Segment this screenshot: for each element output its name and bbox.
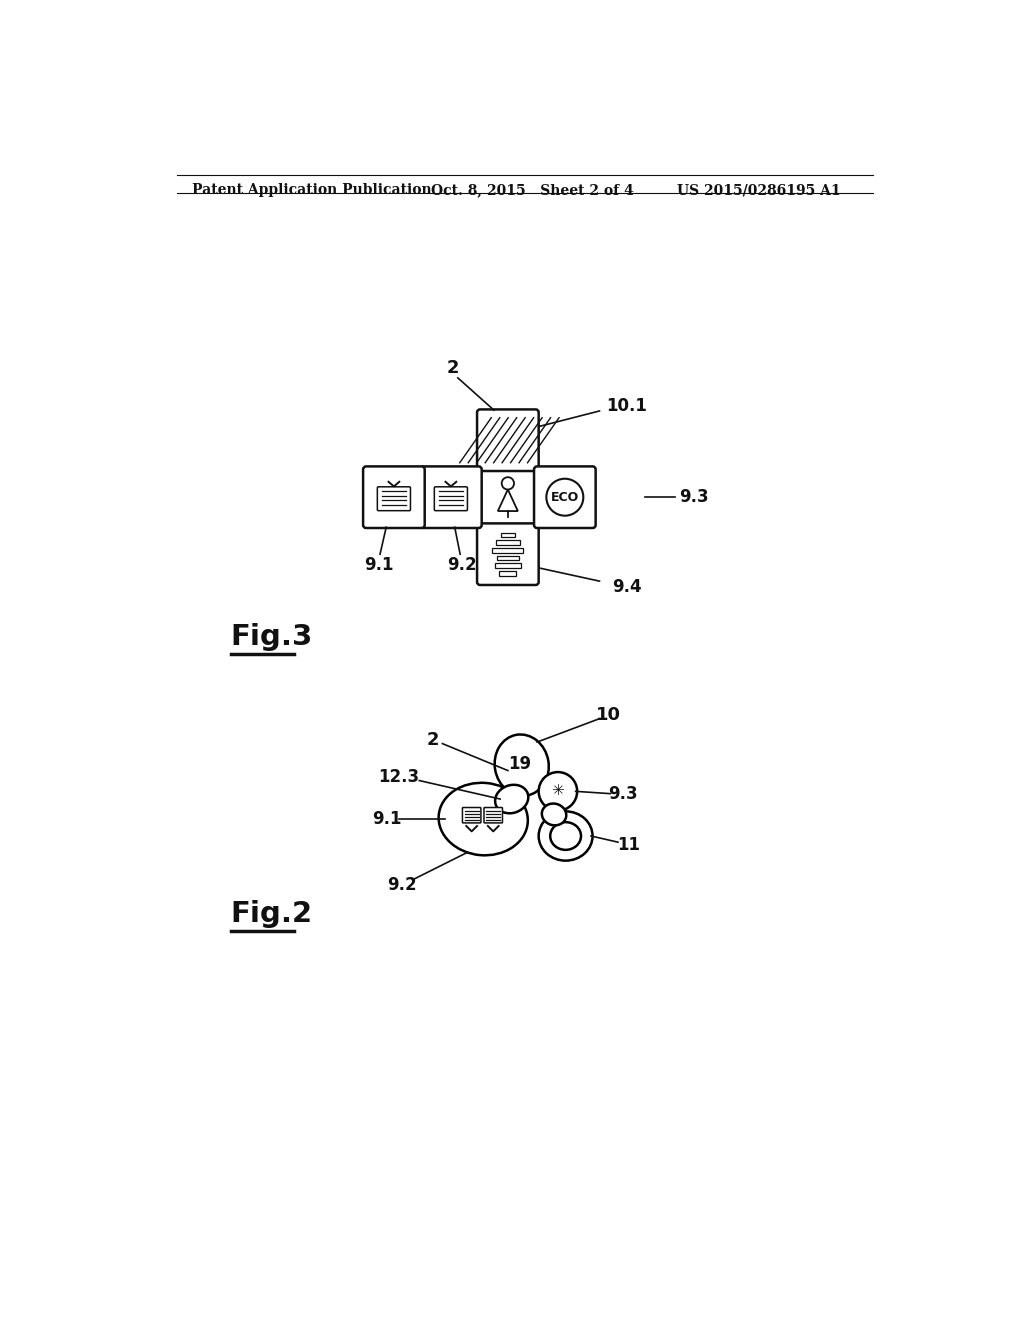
- Text: 9.1: 9.1: [364, 556, 393, 574]
- Text: Patent Application Publication: Patent Application Publication: [193, 183, 432, 197]
- Ellipse shape: [542, 804, 566, 825]
- Text: 2: 2: [446, 359, 459, 376]
- Text: 9.2: 9.2: [387, 875, 417, 894]
- Text: 9.2: 9.2: [447, 556, 477, 574]
- Polygon shape: [498, 490, 518, 511]
- Circle shape: [502, 478, 514, 490]
- Text: 10.1: 10.1: [606, 397, 647, 416]
- Ellipse shape: [495, 785, 528, 813]
- Text: Oct. 8, 2015   Sheet 2 of 4: Oct. 8, 2015 Sheet 2 of 4: [431, 183, 634, 197]
- Text: 19: 19: [509, 755, 531, 772]
- FancyBboxPatch shape: [434, 487, 467, 511]
- Text: 9.3: 9.3: [608, 784, 638, 803]
- Text: Fig.3: Fig.3: [230, 623, 313, 651]
- Text: 9.4: 9.4: [611, 578, 641, 595]
- Bar: [497, 556, 518, 561]
- Ellipse shape: [539, 812, 593, 861]
- Ellipse shape: [539, 772, 578, 810]
- Text: 9.1: 9.1: [372, 810, 401, 828]
- Bar: [493, 548, 523, 553]
- FancyBboxPatch shape: [378, 487, 411, 511]
- Bar: [501, 532, 515, 537]
- FancyBboxPatch shape: [477, 409, 539, 471]
- FancyBboxPatch shape: [463, 808, 481, 822]
- Bar: [495, 564, 521, 568]
- Bar: [496, 540, 520, 545]
- FancyBboxPatch shape: [484, 808, 503, 822]
- Ellipse shape: [438, 783, 527, 855]
- FancyBboxPatch shape: [477, 466, 539, 528]
- Text: US 2015/0286195 A1: US 2015/0286195 A1: [677, 183, 841, 197]
- Text: 12.3: 12.3: [378, 768, 419, 787]
- Ellipse shape: [550, 822, 581, 850]
- Text: 10: 10: [596, 706, 622, 725]
- FancyBboxPatch shape: [420, 466, 481, 528]
- Ellipse shape: [495, 734, 549, 796]
- Text: ✳: ✳: [552, 783, 564, 799]
- Text: ECO: ECO: [551, 491, 579, 504]
- Circle shape: [547, 479, 584, 516]
- Text: 9.3: 9.3: [679, 488, 709, 506]
- Bar: [500, 572, 516, 576]
- Text: 11: 11: [617, 837, 640, 854]
- FancyBboxPatch shape: [535, 466, 596, 528]
- FancyBboxPatch shape: [364, 466, 425, 528]
- FancyBboxPatch shape: [477, 524, 539, 585]
- Text: 2: 2: [426, 731, 438, 748]
- Text: Fig.2: Fig.2: [230, 900, 312, 928]
